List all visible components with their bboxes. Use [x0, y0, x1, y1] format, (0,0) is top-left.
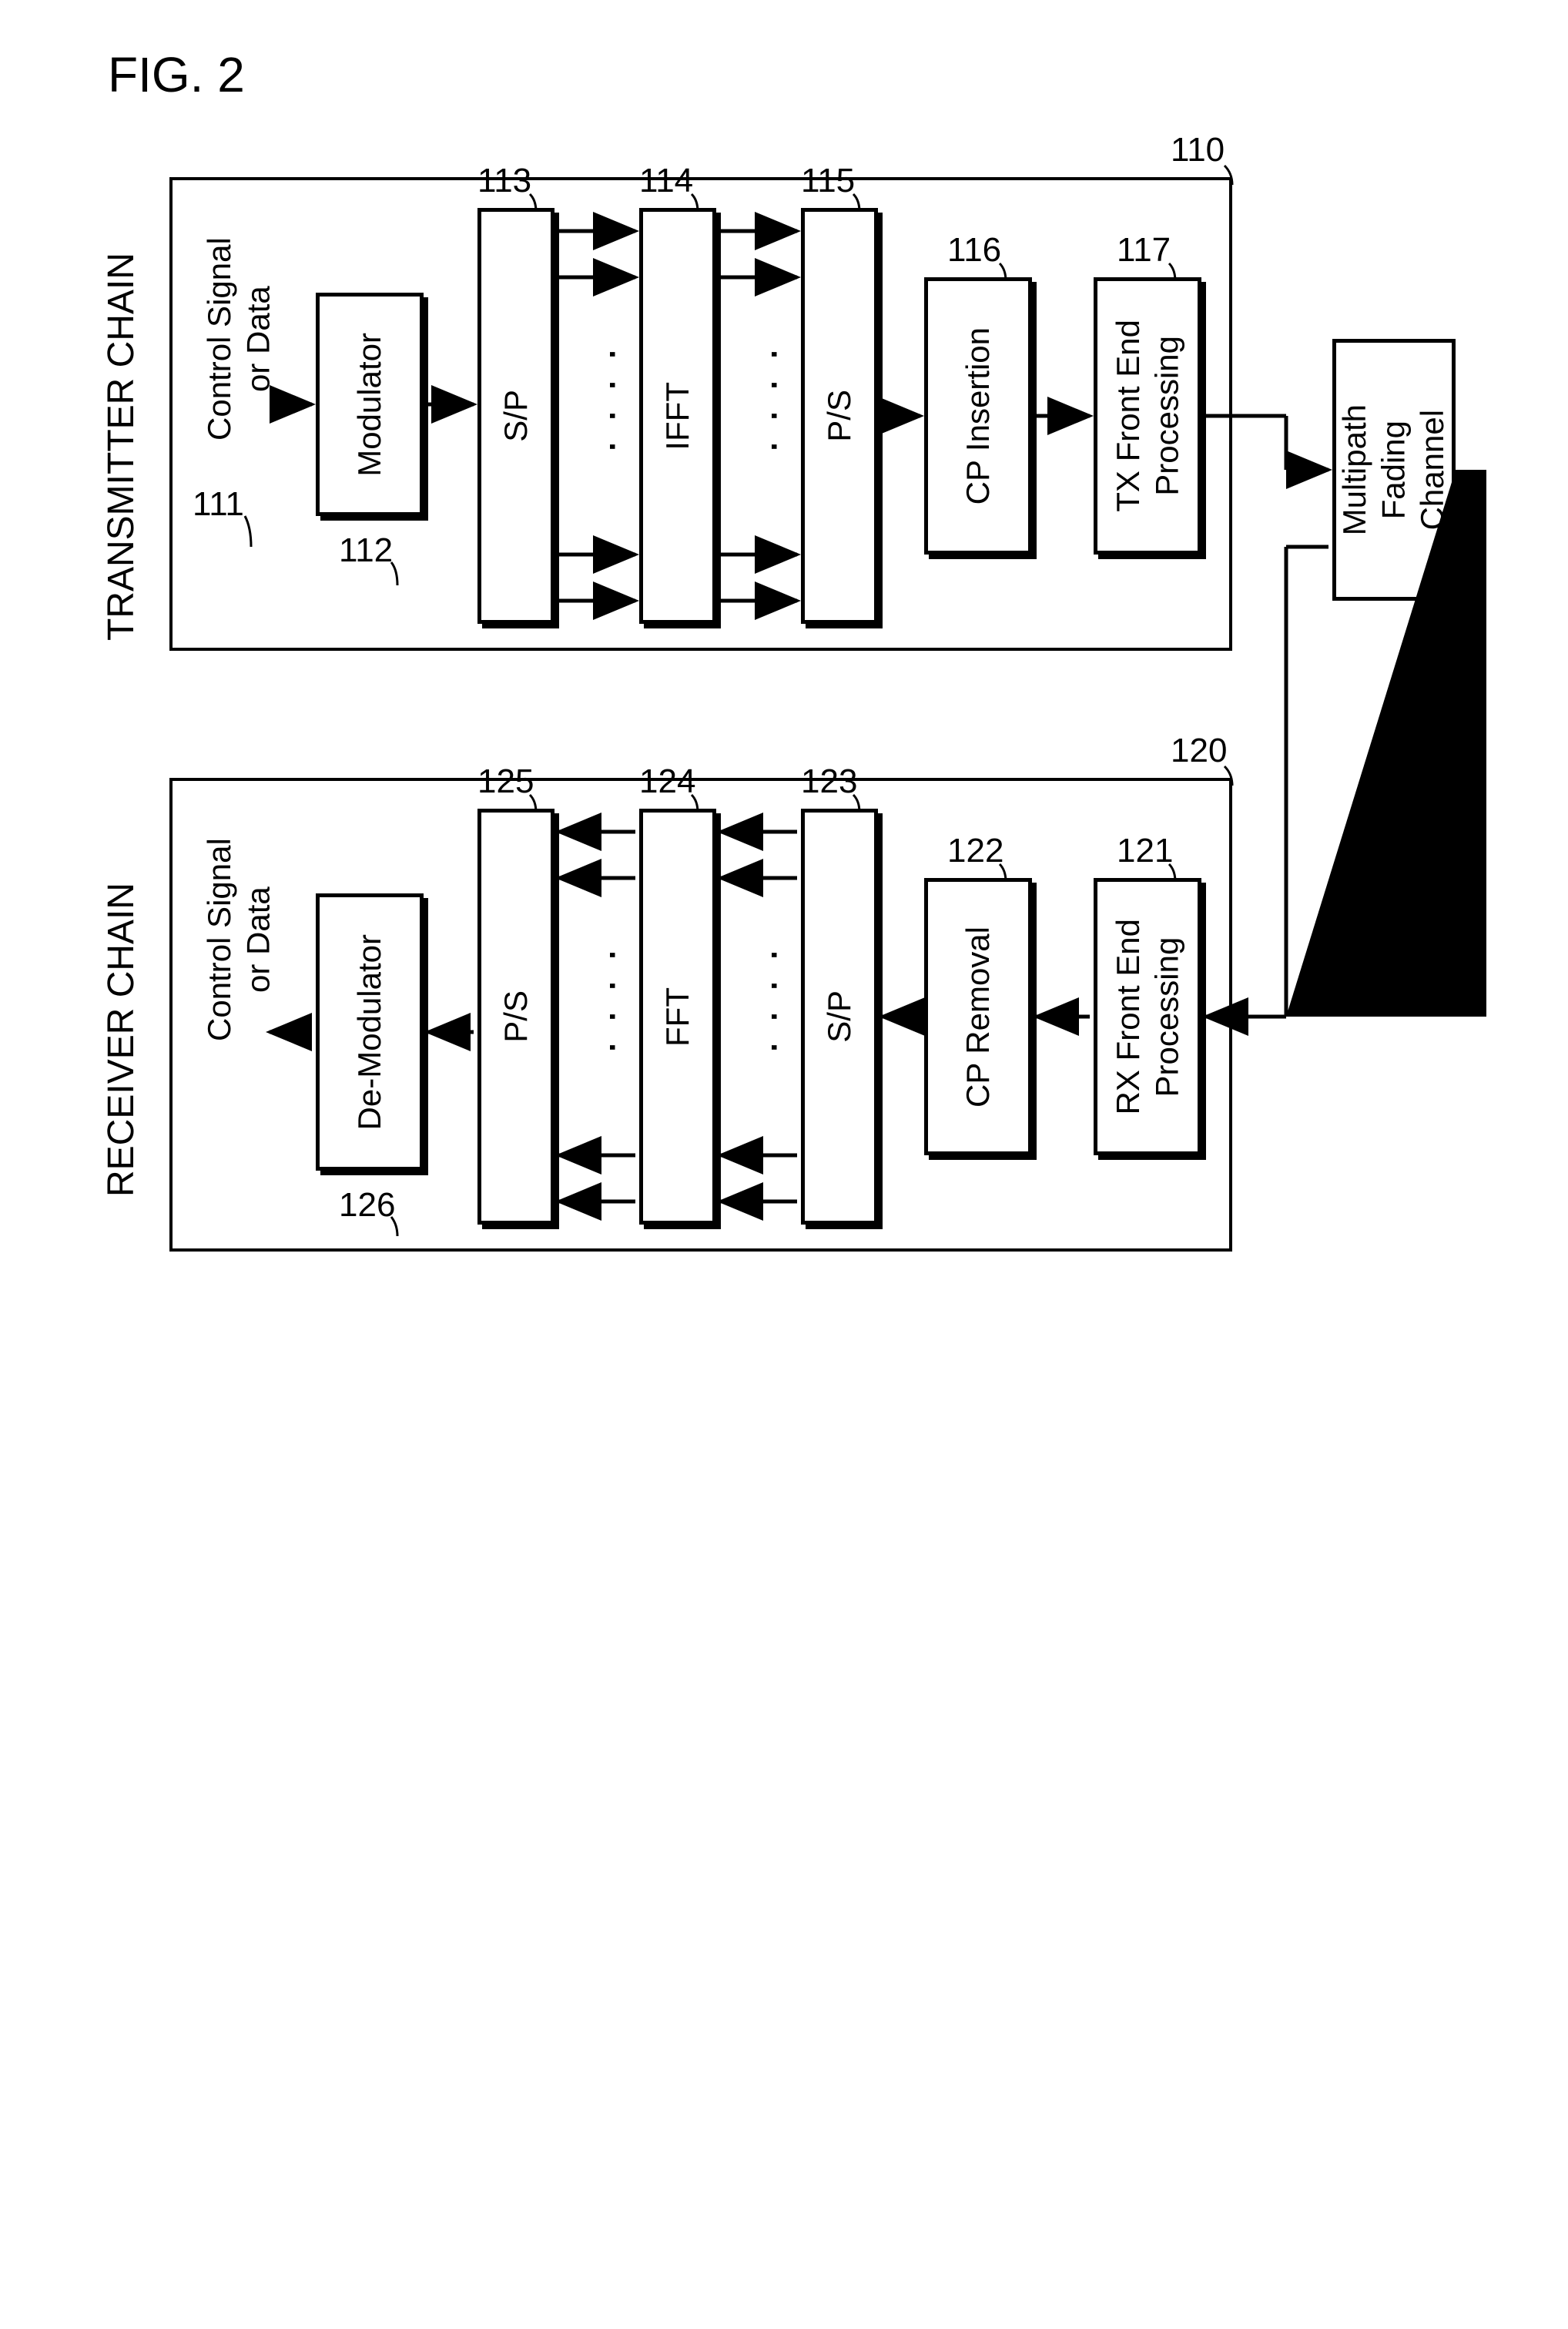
- rx-dots-2: ····: [751, 947, 804, 1071]
- figure-root: FIG. 2 TRANSMITTER CHAIN 110 Control Sig…: [46, 46, 1509, 2203]
- rx-cp: CP Removal: [924, 878, 1032, 1155]
- tx-sp-label: S/P: [497, 390, 535, 442]
- rx-sp-ref: 123: [801, 762, 857, 801]
- tx-fe: TX Front EndProcessing: [1094, 277, 1201, 555]
- rx-sp-label: S/P: [820, 990, 859, 1043]
- rx-dots-1: ····: [589, 947, 642, 1071]
- tx-modulator-label: Modulator: [350, 333, 389, 477]
- rx-fe: RX Front EndProcessing: [1094, 878, 1201, 1155]
- tx-dots-1: ····: [589, 347, 642, 470]
- tx-io-text: Control Signalor Data: [200, 223, 278, 454]
- tx-ps-label: P/S: [820, 390, 859, 442]
- rx-fe-ref: 121: [1117, 832, 1173, 870]
- rx-ps: P/S: [477, 809, 554, 1225]
- rx-ps-ref: 125: [477, 762, 534, 801]
- tx-ifft-label: IFFT: [658, 382, 697, 451]
- channel-block: MultipathFadingChannel: [1332, 339, 1456, 601]
- tx-ref: 110: [1171, 131, 1225, 169]
- rx-fft-label: FFT: [658, 987, 697, 1047]
- tx-sp-ref: 113: [477, 162, 531, 200]
- rx-chain-label: RECEIVER CHAIN: [100, 863, 142, 1217]
- tx-cp-ref: 116: [947, 231, 1001, 270]
- rx-demod-ref: 126: [339, 1186, 395, 1225]
- rx-demod: De-Modulator: [316, 893, 424, 1171]
- rx-demod-label: De-Modulator: [350, 934, 389, 1130]
- tx-ps-ref: 115: [801, 162, 855, 200]
- tx-chain-label: TRANSMITTER CHAIN: [100, 246, 142, 647]
- rx-ps-label: P/S: [497, 990, 535, 1043]
- rx-fe-label: RX Front EndProcessing: [1109, 919, 1187, 1114]
- figure-label: FIG. 2: [108, 46, 245, 103]
- tx-dots-2: ····: [751, 347, 804, 470]
- rx-cp-label: CP Removal: [959, 927, 997, 1108]
- rx-fft: FFT: [639, 809, 716, 1225]
- rx-fft-ref: 124: [639, 762, 695, 801]
- rx-sp: S/P: [801, 809, 878, 1225]
- tx-ps: P/S: [801, 208, 878, 624]
- rx-ref: 120: [1171, 732, 1227, 770]
- rx-io-text: Control Signalor Data: [200, 824, 278, 1055]
- tx-modulator: Modulator: [316, 293, 424, 516]
- tx-fe-label: TX Front EndProcessing: [1109, 320, 1187, 512]
- tx-io-ref: 111: [193, 485, 244, 524]
- tx-sp: S/P: [477, 208, 554, 624]
- tx-cp-label: CP Insertion: [959, 327, 997, 504]
- channel-label: MultipathFadingChannel: [1335, 404, 1452, 535]
- tx-modulator-ref: 112: [339, 531, 393, 570]
- tx-ifft: IFFT: [639, 208, 716, 624]
- tx-ifft-ref: 114: [639, 162, 693, 200]
- tx-fe-ref: 117: [1117, 231, 1171, 270]
- tx-cp: CP Insertion: [924, 277, 1032, 555]
- rx-cp-ref: 122: [947, 832, 1003, 870]
